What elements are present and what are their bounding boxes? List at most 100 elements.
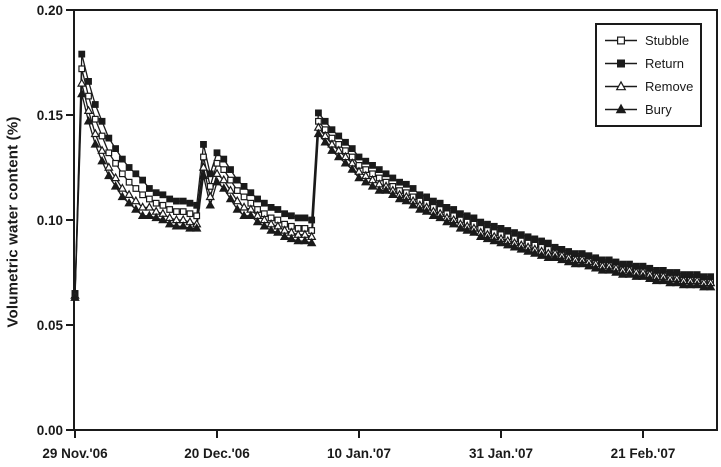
- filled-triangle-marker-icon: [164, 218, 175, 228]
- filled-square-marker-icon: [166, 195, 174, 203]
- filled-triangle-marker-icon: [699, 281, 709, 291]
- filled-triangle-marker-icon: [455, 223, 466, 232]
- legend-label: Remove: [645, 79, 694, 94]
- open-square-marker-icon: [159, 201, 167, 209]
- filled-square-marker-icon: [247, 189, 255, 197]
- filled-triangle-marker-icon: [448, 218, 459, 228]
- filled-square-marker-icon: [227, 166, 234, 174]
- filled-triangle-marker-icon: [327, 145, 337, 154]
- filled-triangle-marker-icon: [685, 279, 696, 289]
- open-square-marker-icon: [85, 92, 92, 100]
- filled-square-marker-icon: [105, 134, 113, 142]
- filled-triangle-marker-icon: [293, 235, 303, 245]
- open-square-marker-icon: [118, 170, 126, 178]
- filled-triangle-marker-icon: [672, 277, 682, 287]
- x-tick-label: 21 Feb.'07: [611, 446, 676, 461]
- filled-square-marker-icon: [369, 162, 376, 169]
- open-square-marker-icon: [152, 199, 160, 207]
- legend-key: [605, 80, 637, 91]
- filled-square-marker-icon: [402, 180, 410, 188]
- legend-key: [605, 36, 637, 45]
- filled-square-marker-icon: [254, 195, 261, 203]
- filled-square-marker-icon: [504, 227, 512, 234]
- filled-square-marker-icon: [463, 212, 471, 220]
- filled-triangle-marker-icon: [333, 151, 344, 161]
- filled-square-marker-icon: [179, 197, 187, 205]
- filled-square-marker-icon: [267, 204, 275, 211]
- filled-square-marker-icon: [294, 214, 302, 222]
- filled-triangle-marker-icon: [110, 181, 121, 190]
- filled-triangle-marker-icon: [232, 204, 243, 213]
- filled-triangle-marker-icon: [158, 214, 168, 224]
- filled-triangle-marker-icon: [516, 244, 527, 253]
- filled-square-marker-icon: [335, 132, 343, 140]
- filled-square-marker-icon: [544, 239, 552, 247]
- filled-triangle-marker-icon: [178, 221, 188, 230]
- open-triangle-marker-icon: [219, 174, 229, 184]
- filled-triangle-marker-icon: [131, 204, 141, 213]
- legend-item-return: Return: [597, 52, 700, 75]
- filled-triangle-marker-icon: [489, 235, 499, 245]
- filled-triangle-marker-icon: [198, 170, 209, 180]
- filled-triangle-marker-icon: [428, 210, 439, 219]
- filled-square-marker-icon: [517, 231, 525, 239]
- open-square-marker-icon: [227, 176, 234, 184]
- filled-triangle-marker-icon: [638, 271, 648, 280]
- filled-square-marker-icon: [497, 225, 505, 232]
- filled-square-marker-icon: [436, 199, 444, 207]
- filled-square-marker-icon: [443, 204, 451, 211]
- x-tick-label: 20 Dec.'06: [184, 446, 250, 461]
- filled-triangle-marker-icon: [171, 221, 182, 230]
- y-tick-label: 0.20: [37, 3, 63, 18]
- filled-square-marker-icon: [301, 214, 309, 222]
- filled-square-marker-icon: [233, 176, 241, 184]
- open-triangle-marker-icon: [212, 168, 222, 177]
- filled-triangle-marker-icon: [584, 260, 594, 270]
- y-tick-label: 0.05: [37, 318, 64, 333]
- filled-square-marker-icon: [78, 50, 86, 58]
- open-triangle-marker-icon: [144, 202, 155, 211]
- open-square-marker-icon: [213, 159, 221, 167]
- legend-label: Bury: [645, 102, 672, 117]
- filled-triangle-marker-icon: [185, 223, 195, 232]
- filled-square-marker-icon: [409, 185, 417, 192]
- filled-square-marker-icon: [450, 206, 458, 213]
- filled-triangle-marker-icon: [77, 88, 87, 98]
- open-square-marker-icon: [173, 208, 180, 216]
- filled-triangle-marker-icon: [144, 210, 155, 219]
- x-tick-label: 29 Nov.'06: [42, 446, 108, 461]
- filled-square-marker-icon: [118, 155, 126, 163]
- filled-triangle-marker-icon: [469, 227, 479, 236]
- open-triangle-marker-icon: [198, 162, 209, 171]
- filled-triangle-marker-icon: [415, 204, 425, 213]
- legend-label: Stubble: [645, 33, 690, 48]
- legend-item-bury: Bury: [597, 98, 700, 121]
- filled-triangle-marker-icon: [509, 242, 520, 251]
- legend-label: Return: [645, 56, 685, 71]
- filled-square-marker-icon: [484, 220, 491, 228]
- filled-triangle-marker-icon: [651, 275, 662, 285]
- filled-triangle-marker-icon: [624, 269, 635, 278]
- filled-square-marker-icon: [139, 176, 147, 184]
- open-triangle-marker-icon: [205, 191, 215, 201]
- filled-triangle-marker-icon: [482, 233, 493, 243]
- filled-triangle-marker-icon: [590, 263, 601, 272]
- filled-square-marker-icon: [477, 218, 485, 226]
- filled-triangle-marker-icon: [631, 271, 641, 280]
- filled-triangle-marker-icon: [212, 176, 222, 186]
- filled-triangle-marker-icon: [442, 216, 452, 226]
- open-triangle-marker-icon: [97, 145, 107, 154]
- filled-triangle-marker-icon: [219, 183, 229, 192]
- filled-square-marker-icon: [91, 101, 99, 108]
- filled-triangle-marker-icon: [523, 246, 533, 255]
- filled-triangle-marker-icon: [435, 212, 445, 222]
- filled-square-marker-icon: [423, 193, 431, 201]
- filled-square-marker-icon: [362, 157, 370, 165]
- filled-triangle-marker-icon: [259, 221, 270, 230]
- filled-triangle-marker-icon: [151, 212, 161, 222]
- filled-triangle-marker-icon: [117, 191, 128, 201]
- filled-square-marker-icon: [315, 109, 322, 117]
- filled-triangle-marker-icon: [70, 292, 80, 301]
- filled-triangle-marker-icon: [570, 258, 581, 268]
- filled-triangle-marker-icon: [374, 185, 385, 194]
